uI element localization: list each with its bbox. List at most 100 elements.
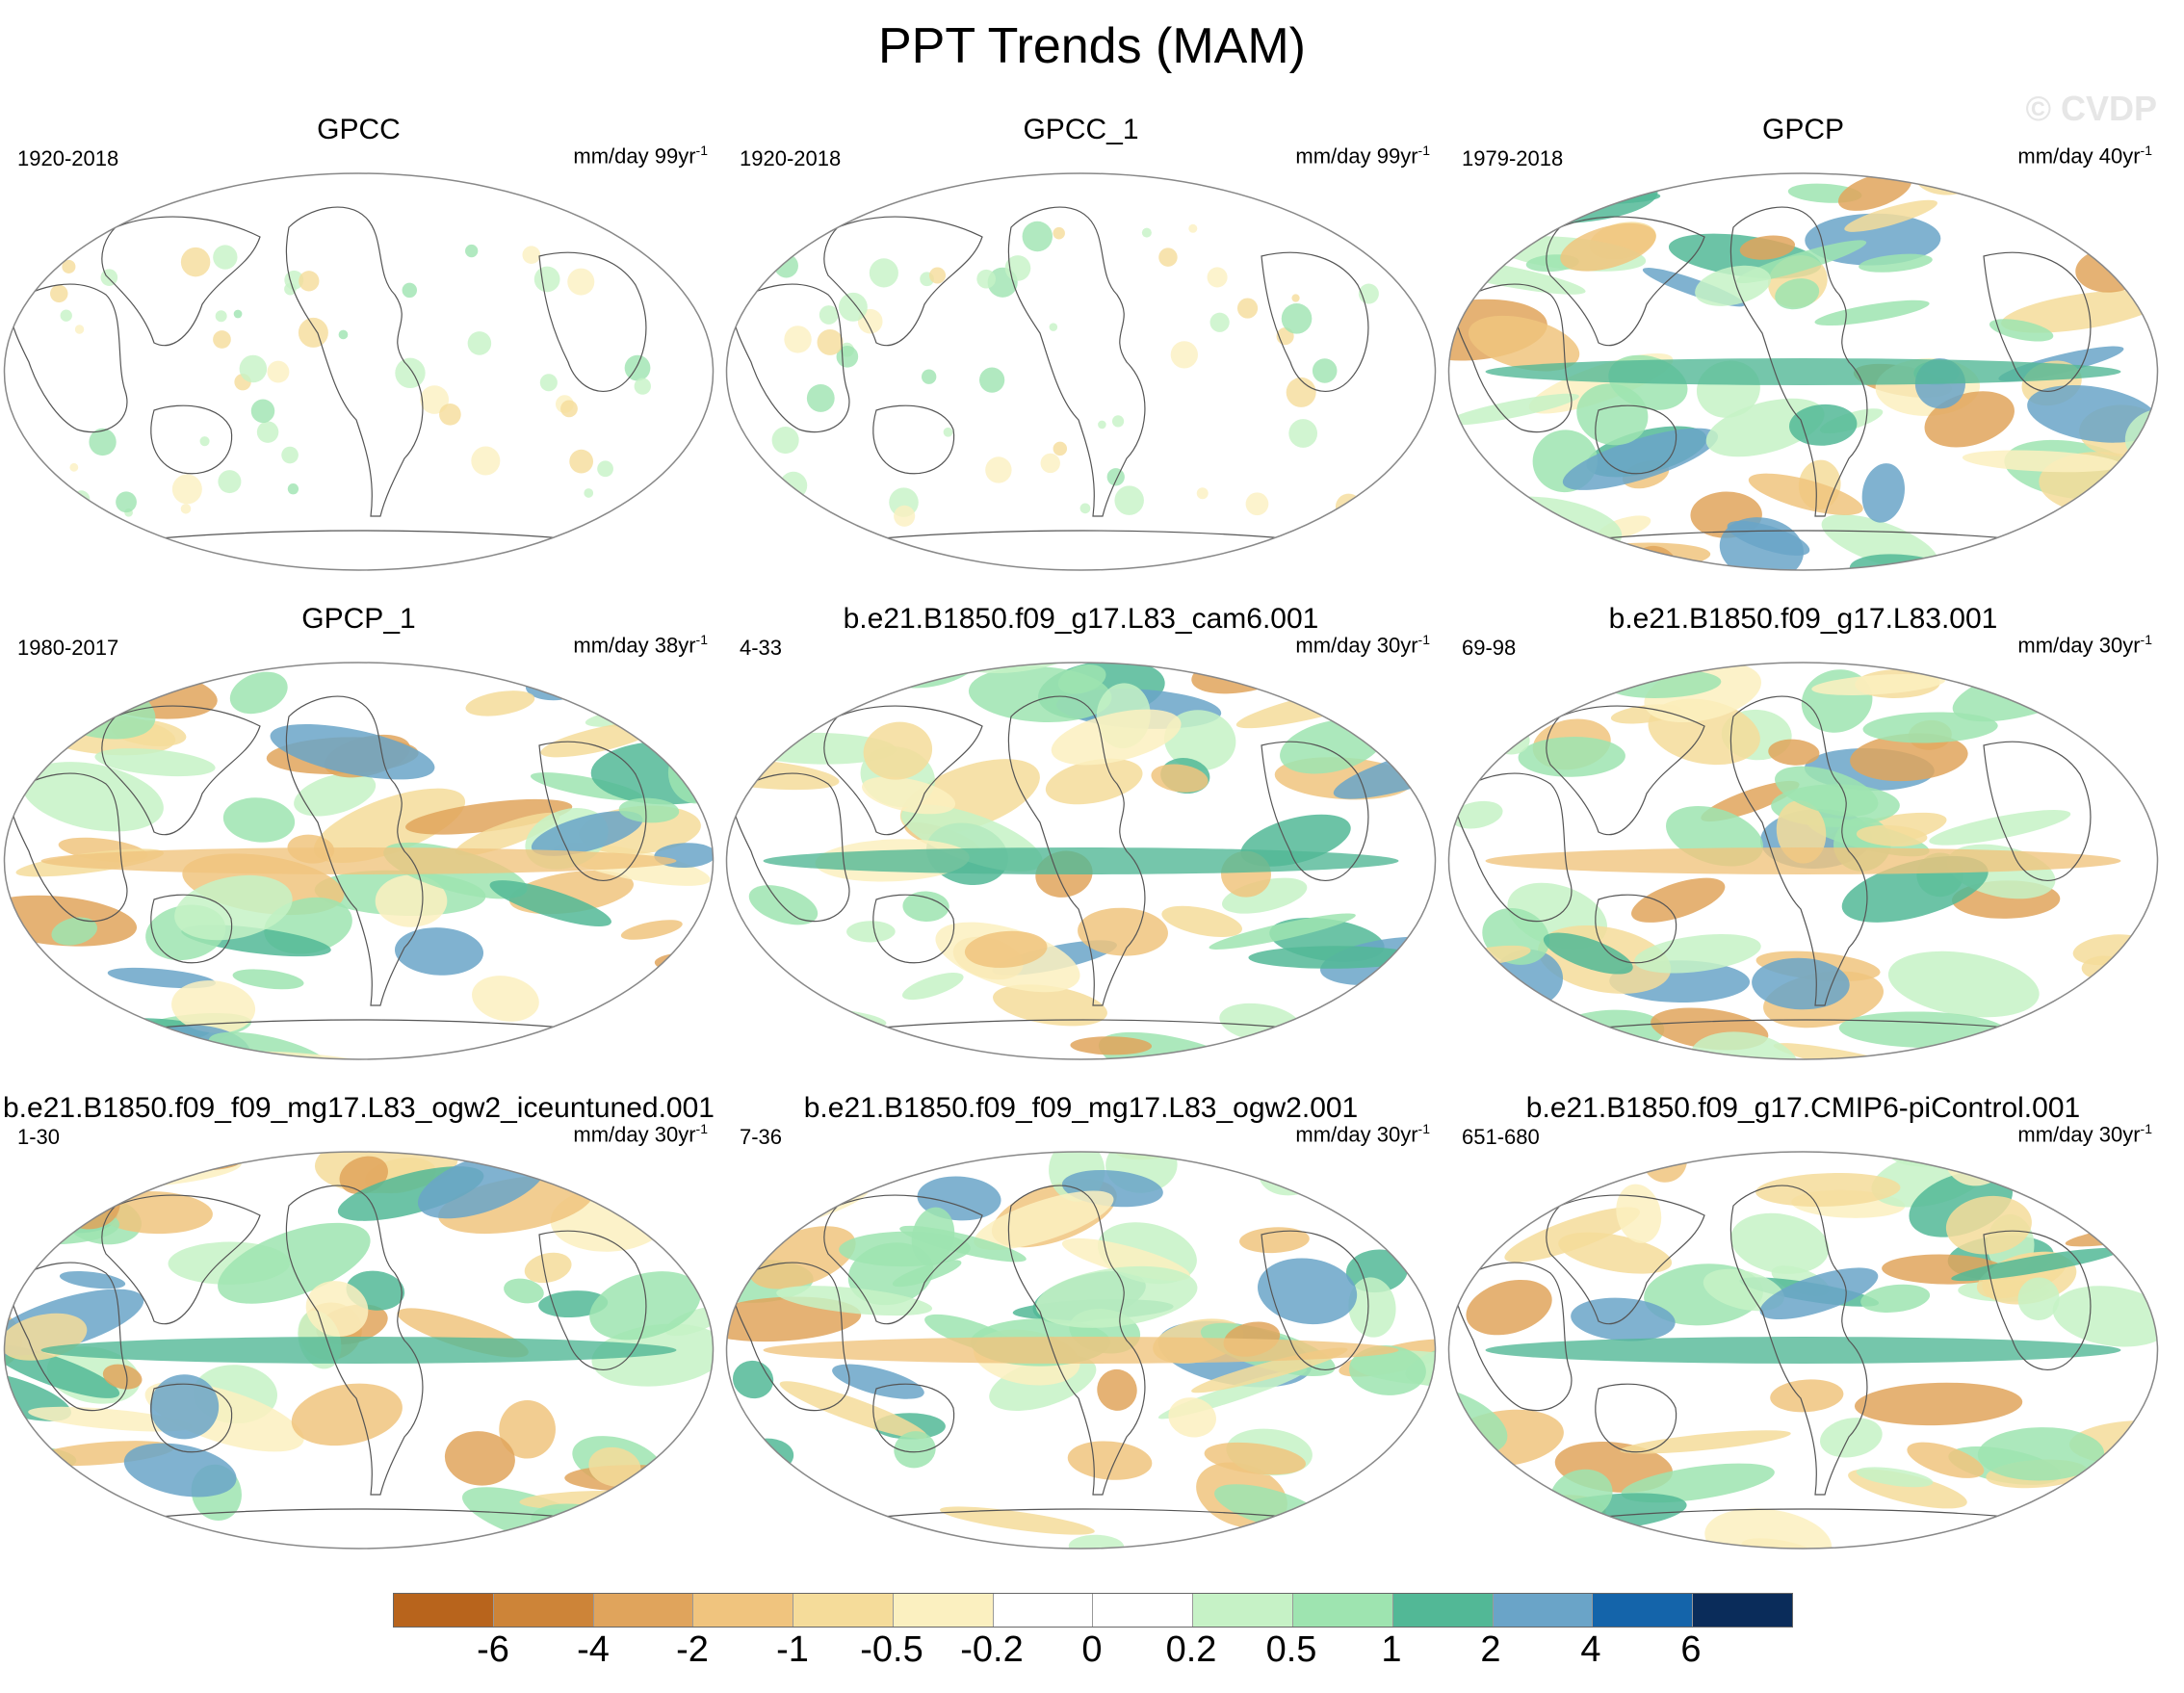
trend-blob xyxy=(1053,226,1065,240)
trend-blob xyxy=(1768,739,1820,766)
trend-blob xyxy=(806,384,835,412)
trend-blob xyxy=(1180,1539,1242,1549)
equatorial-band xyxy=(1485,847,2121,874)
panel-units: mm/day 30yr-1 xyxy=(1295,1121,1430,1147)
coastline xyxy=(1595,404,1677,475)
panel-period: 4-33 xyxy=(740,636,783,660)
map-panel: GPCP 1979-2018 mm/day 40yr-1 xyxy=(1444,114,2162,571)
coastline xyxy=(1983,251,2092,392)
coastline xyxy=(1007,695,1146,1006)
trend-blob xyxy=(539,374,558,392)
trend-blob xyxy=(771,427,799,455)
equatorial-band xyxy=(40,847,677,874)
trend-blob xyxy=(215,310,227,323)
coastline xyxy=(9,772,128,923)
trend-blob xyxy=(222,797,296,843)
trend-blob xyxy=(1053,441,1068,456)
trend-blob xyxy=(123,1443,237,1498)
trend-blob xyxy=(1078,907,1168,956)
colorbar-tick-label: 2 xyxy=(1480,1629,1501,1670)
units-exponent: -1 xyxy=(695,632,708,647)
colorbar-swatch xyxy=(993,1594,1094,1627)
trend-blob xyxy=(589,1271,701,1341)
coastline xyxy=(285,695,424,1006)
coastline xyxy=(1983,1230,2092,1370)
panel-title: b.e21.B1850.f09_f09_mg17.L83_ogw2.001 xyxy=(803,1092,1359,1124)
coastline xyxy=(9,283,128,433)
colorbar-swatch xyxy=(1293,1594,1393,1627)
trend-blob xyxy=(560,400,578,418)
panel-period: 7-36 xyxy=(740,1125,783,1149)
trend-blob xyxy=(267,360,290,383)
trend-blob xyxy=(1209,913,1356,950)
colorbar-tick-label: -0.2 xyxy=(960,1629,1024,1670)
trend-blob xyxy=(504,1278,544,1304)
trend-blob xyxy=(1887,951,2040,1018)
trend-blob xyxy=(59,1270,126,1289)
trend-blob xyxy=(585,706,673,727)
trend-blob xyxy=(62,259,76,273)
trend-blob xyxy=(726,1152,809,1192)
trend-blob xyxy=(567,268,595,296)
trend-blob xyxy=(239,354,268,383)
panel-title: GPCC xyxy=(317,114,401,145)
trend-blob xyxy=(928,267,947,284)
trend-blob xyxy=(455,812,560,856)
coastline xyxy=(101,216,261,347)
panel-period: 1979-2018 xyxy=(1462,146,1564,170)
units-exponent: -1 xyxy=(1417,143,1430,158)
trend-blob xyxy=(180,504,192,514)
trend-blob xyxy=(1349,1344,1426,1395)
trend-blob xyxy=(1450,800,1503,829)
panel-units: mm/day 30yr-1 xyxy=(1295,632,1430,658)
trend-blob xyxy=(1703,1268,1784,1312)
trend-blob xyxy=(533,266,560,293)
map-outline xyxy=(725,662,1437,1060)
coastline xyxy=(1546,705,1705,836)
coastline xyxy=(1261,741,1369,881)
map-canvas xyxy=(1447,172,2159,571)
trend-blob xyxy=(892,1260,962,1288)
trend-blob xyxy=(1079,503,1091,514)
trend-blob xyxy=(620,920,683,940)
trend-blob xyxy=(978,367,1005,393)
trend-blob xyxy=(1106,468,1125,486)
coastline xyxy=(1729,695,1868,1006)
trend-blob xyxy=(102,1364,143,1390)
trend-blob xyxy=(939,1506,1095,1535)
trend-blob xyxy=(1562,428,1719,490)
trend-blob xyxy=(2027,384,2158,443)
trend-blob xyxy=(499,1400,556,1459)
trend-blob xyxy=(1856,1467,1934,1488)
units-text: mm/day 40yr xyxy=(2017,143,2141,169)
trend-blob xyxy=(420,385,450,414)
trend-blob xyxy=(1286,1527,1436,1549)
trend-blob xyxy=(1929,810,2071,846)
trend-blob xyxy=(1268,659,1422,665)
trend-blob xyxy=(1098,420,1106,430)
coastline xyxy=(731,1262,850,1412)
trend-blob xyxy=(1168,1397,1216,1438)
trend-blob xyxy=(1631,877,1726,923)
trend-blob xyxy=(233,309,243,319)
trend-blob xyxy=(838,292,868,322)
map-outline xyxy=(1447,172,2159,571)
trend-blob xyxy=(69,462,79,472)
trend-blob xyxy=(402,282,418,299)
equatorial-band xyxy=(1485,1337,2121,1364)
trend-blob xyxy=(1067,1441,1153,1480)
trend-blob xyxy=(171,474,202,505)
trend-blob xyxy=(1704,1508,1833,1549)
trend-blob xyxy=(465,244,479,258)
trend-blob xyxy=(993,984,1107,1027)
map-outline xyxy=(3,662,715,1060)
coastline xyxy=(1453,772,1573,923)
trend-blob xyxy=(522,246,541,265)
panel-units: mm/day 40yr-1 xyxy=(2017,143,2152,169)
colorbar-tick-label: -6 xyxy=(477,1629,509,1670)
trend-blob xyxy=(819,305,839,325)
units-exponent: -1 xyxy=(2140,143,2152,158)
trend-blob xyxy=(1951,1247,2120,1282)
map-outline xyxy=(725,1151,1437,1550)
trend-blob xyxy=(4,960,32,1020)
